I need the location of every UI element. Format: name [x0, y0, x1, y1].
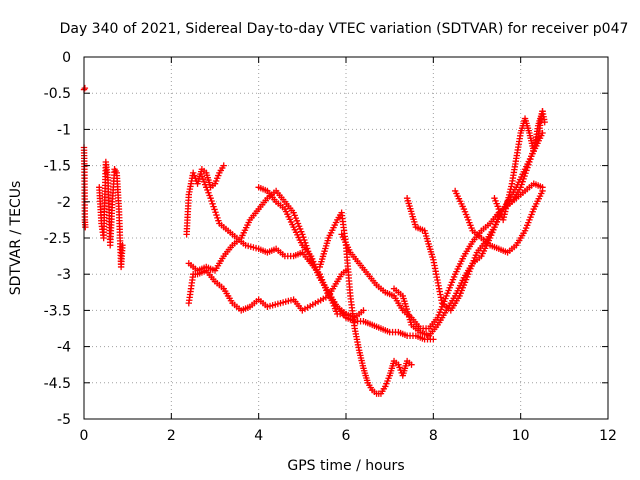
data-point: [539, 187, 546, 195]
chart-title: Day 340 of 2021, Sidereal Day-to-day VTE…: [60, 21, 629, 37]
data-point: [501, 211, 508, 218]
series-arc-8: [255, 184, 437, 343]
data-point: [408, 361, 415, 368]
data-point: [507, 186, 514, 193]
data-point: [207, 194, 214, 202]
data-point: [505, 194, 512, 201]
data-point: [210, 203, 217, 210]
data-point: [209, 200, 216, 208]
data-point: [500, 213, 508, 221]
data-point: [506, 191, 513, 199]
data-point: [508, 183, 515, 190]
y-tick-label: -4.5: [44, 376, 71, 392]
axis-ticks: 0 2 4 6 8 10 12 0 -0.5 -1 -1.5 -2 -2.5 -3 -3.5 -4 -4.5 -5: [44, 50, 617, 444]
data-point: [504, 199, 511, 207]
data-point: [525, 161, 532, 168]
grid: [84, 57, 608, 419]
data-point: [502, 208, 509, 215]
data-point: [506, 188, 514, 196]
data-series: [80, 84, 548, 397]
data-point: [212, 209, 219, 216]
series-arc-13: [451, 187, 546, 256]
data-point: [502, 205, 510, 212]
data-point: [214, 214, 221, 222]
x-tick-label: 0: [80, 428, 89, 444]
x-tick-label: 2: [167, 428, 176, 444]
data-point: [82, 223, 89, 231]
y-tick-label: -1.5: [44, 159, 71, 175]
x-tick-label: 8: [429, 428, 438, 444]
data-point: [119, 242, 126, 249]
data-point: [524, 164, 531, 171]
series-arc-14: [491, 108, 548, 224]
data-point: [526, 158, 533, 166]
x-axis-label: GPS time / hours: [287, 458, 404, 474]
x-tick-label: 12: [599, 428, 617, 444]
data-point: [528, 153, 535, 160]
y-tick-label: 0: [62, 50, 71, 66]
data-point: [500, 216, 507, 224]
series-arc-3: [96, 158, 126, 271]
y-tick-label: -2: [57, 195, 71, 211]
data-point: [519, 178, 526, 185]
data-point: [518, 181, 525, 188]
series-arc-2: [80, 144, 89, 231]
data-point: [81, 84, 89, 92]
data-point: [541, 118, 548, 126]
data-point: [220, 162, 227, 169]
data-point: [360, 307, 367, 314]
y-tick-label: -0.5: [44, 86, 71, 102]
data-point: [527, 155, 534, 163]
series-arc-12: [403, 108, 546, 314]
x-tick-label: 4: [254, 428, 263, 444]
y-tick-label: -3: [57, 267, 71, 283]
y-tick-label: -2.5: [44, 231, 71, 247]
data-point: [539, 129, 546, 137]
data-point: [503, 202, 510, 210]
x-tick-label: 6: [342, 428, 351, 444]
series-arc-9: [316, 209, 415, 397]
data-point: [522, 170, 529, 177]
data-point: [520, 175, 527, 183]
y-tick-label: -1: [57, 122, 71, 138]
y-tick-label: -5: [57, 412, 71, 428]
x-tick-label: 10: [512, 428, 530, 444]
data-point: [208, 197, 215, 205]
y-tick-label: -3.5: [44, 303, 71, 319]
series-arc-10: [338, 180, 546, 332]
data-point: [211, 206, 218, 213]
data-point: [213, 211, 220, 219]
data-point: [523, 167, 530, 174]
data-point: [504, 197, 512, 204]
y-tick-label: -4: [57, 340, 71, 356]
data-point: [517, 184, 524, 191]
data-point: [521, 172, 528, 180]
data-point: [430, 336, 437, 343]
series-arc-4: [183, 162, 227, 238]
y-axis-label: SDTVAR / TECUs: [8, 181, 24, 296]
data-point: [215, 217, 222, 224]
